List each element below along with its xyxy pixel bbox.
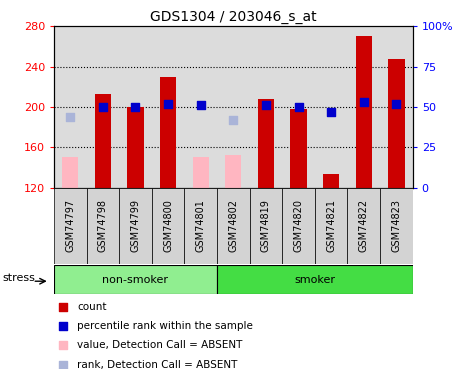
Bar [225, 155, 242, 188]
Bar [152, 188, 184, 264]
Title: GDS1304 / 203046_s_at: GDS1304 / 203046_s_at [150, 10, 317, 24]
Text: count: count [77, 302, 107, 312]
Bar [62, 157, 78, 188]
Text: stress: stress [3, 273, 36, 283]
Point [327, 109, 335, 115]
Bar [217, 265, 413, 294]
Text: GSM74797: GSM74797 [65, 200, 75, 252]
Bar [217, 188, 250, 264]
Text: GSM74822: GSM74822 [359, 200, 369, 252]
Bar [54, 188, 87, 264]
Point [229, 117, 237, 123]
Point [360, 99, 368, 105]
Bar [388, 58, 405, 188]
Bar [282, 188, 315, 264]
Point [164, 100, 172, 106]
Bar [250, 188, 282, 264]
Text: GSM74821: GSM74821 [326, 200, 336, 252]
Text: GSM74823: GSM74823 [392, 200, 401, 252]
Bar [160, 76, 176, 188]
Point [262, 102, 270, 108]
Bar [380, 188, 413, 264]
Point [99, 104, 106, 110]
Text: non-smoker: non-smoker [103, 275, 168, 285]
Point [59, 323, 67, 329]
Text: smoker: smoker [295, 275, 335, 285]
Point [197, 102, 204, 108]
Text: GSM74819: GSM74819 [261, 200, 271, 252]
Bar [54, 265, 217, 294]
Bar [315, 188, 348, 264]
Bar [258, 99, 274, 188]
Point [132, 104, 139, 110]
Text: rank, Detection Call = ABSENT: rank, Detection Call = ABSENT [77, 360, 238, 370]
Point [59, 342, 67, 348]
Point [67, 114, 74, 120]
Point [295, 104, 303, 110]
Point [59, 304, 67, 310]
Bar [87, 188, 119, 264]
Bar [193, 157, 209, 188]
Bar [119, 188, 152, 264]
Text: GSM74800: GSM74800 [163, 200, 173, 252]
Bar [348, 188, 380, 264]
Point [59, 362, 67, 368]
Bar [323, 174, 340, 188]
Text: GSM74798: GSM74798 [98, 200, 108, 252]
Bar [290, 109, 307, 188]
Bar [184, 188, 217, 264]
Text: GSM74820: GSM74820 [294, 200, 303, 252]
Text: GSM74801: GSM74801 [196, 200, 206, 252]
Text: GSM74802: GSM74802 [228, 200, 238, 252]
Text: GSM74799: GSM74799 [130, 200, 141, 252]
Text: percentile rank within the sample: percentile rank within the sample [77, 321, 253, 331]
Text: value, Detection Call = ABSENT: value, Detection Call = ABSENT [77, 340, 242, 350]
Point [393, 100, 400, 106]
Bar [127, 107, 144, 188]
Bar [95, 94, 111, 188]
Bar [356, 36, 372, 188]
